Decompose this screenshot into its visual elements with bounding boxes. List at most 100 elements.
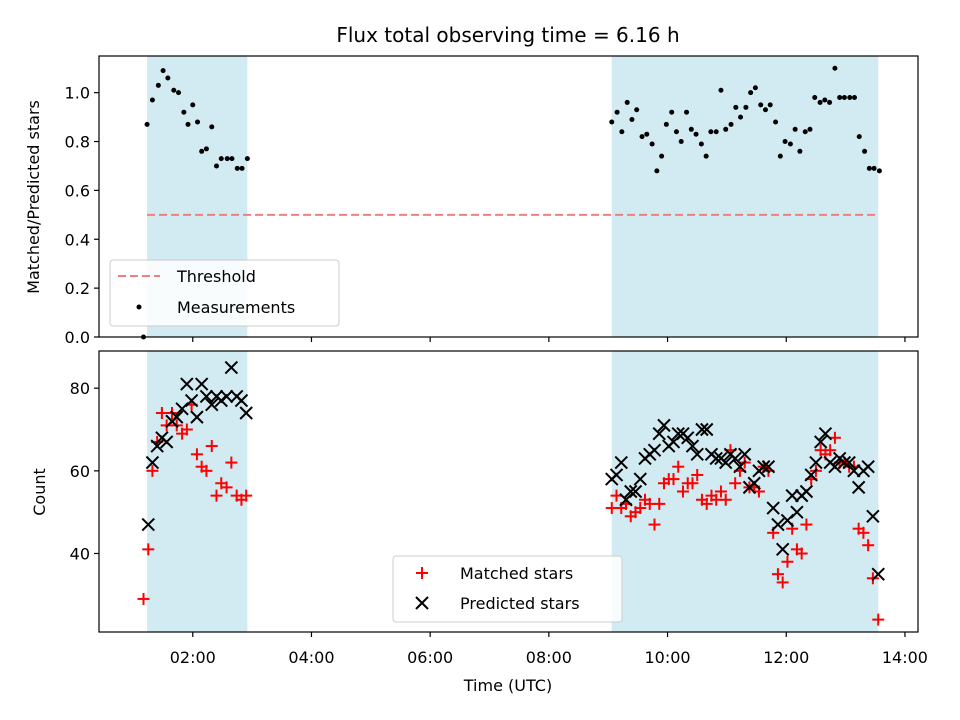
x-tick-label: 14:00: [882, 648, 928, 667]
measurement-point: [743, 104, 749, 110]
measurement-point: [229, 156, 235, 162]
matched-star-marker: [771, 568, 784, 581]
measurement-point: [777, 153, 783, 159]
bottom-y-tick-label: 80: [70, 379, 90, 398]
shaded-interval-1: [147, 351, 248, 632]
measurement-point: [847, 95, 853, 101]
predicted-star-marker: [700, 422, 714, 437]
measurement-point: [792, 126, 798, 132]
matched-star-marker: [672, 460, 685, 473]
measurement-point: [762, 107, 768, 113]
x-tick-label: 10:00: [644, 648, 690, 667]
predicted-star-marker: [647, 443, 662, 457]
measurement-point: [619, 129, 625, 135]
predicted-star-marker: [170, 410, 184, 424]
predicted-star-marker: [866, 509, 880, 524]
matched-star-marker: [240, 489, 253, 502]
measurement-point: [149, 97, 155, 103]
matched-star-marker: [872, 613, 885, 626]
matched-star-marker: [210, 489, 223, 502]
measurement-point: [195, 119, 201, 125]
predicted-star-marker: [184, 393, 199, 408]
predicted-star-marker: [624, 484, 638, 499]
measurement-point: [176, 90, 182, 96]
top-y-tick-label: 0.0: [65, 328, 90, 347]
predicted-star-marker: [224, 360, 239, 375]
legend-threshold-label: Threshold: [176, 267, 256, 286]
top-y-tick-label: 0.4: [65, 230, 90, 249]
predicted-star-marker: [842, 455, 856, 470]
predicted-star-marker: [847, 464, 861, 478]
measurement-point: [723, 126, 729, 132]
predicted-star-marker: [728, 451, 742, 466]
matched-star-marker: [205, 440, 218, 453]
measurement-point: [787, 141, 793, 147]
matched-star-marker: [155, 406, 168, 419]
predicted-star-marker: [145, 455, 160, 470]
legend-matched-label: Matched stars: [460, 564, 573, 583]
predicted-star-marker: [633, 472, 647, 486]
predicted-star-marker: [799, 484, 814, 499]
measurement-point: [654, 168, 660, 174]
top-x-ticks: [192, 337, 906, 342]
measurement-point: [214, 163, 220, 169]
predicted-star-marker: [790, 505, 804, 519]
legend-predicted-label: Predicted stars: [460, 594, 580, 613]
matched-star-marker: [795, 547, 808, 560]
predicted-star-marker: [804, 468, 818, 482]
measurement-point: [209, 124, 215, 130]
legend-measurements-swatch: [136, 304, 142, 310]
measurement-point: [203, 146, 209, 152]
predicted-star-marker: [685, 439, 700, 453]
legend-predicted-swatch: [415, 596, 429, 610]
predicted-star-marker: [737, 447, 752, 462]
predicted-star-marker: [180, 377, 194, 391]
predicted-star-marker: [671, 426, 685, 441]
measurement-point: [160, 68, 166, 74]
matched-star-marker: [180, 423, 193, 436]
predicted-star-marker: [775, 542, 790, 557]
measurement-point: [185, 121, 191, 127]
measurement-point: [866, 165, 872, 171]
measurement-point: [224, 156, 230, 162]
matched-star-marker: [776, 576, 789, 589]
matched-star-marker: [667, 473, 680, 486]
top-y-tick-label: 1.0: [65, 84, 90, 103]
predicted-star-marker: [194, 377, 209, 391]
predicted-star-marker: [695, 422, 709, 437]
predicted-star-marker: [614, 455, 628, 470]
measurement-point: [802, 129, 808, 135]
measurement-point: [629, 117, 635, 123]
x-tick-label: 12:00: [763, 648, 809, 667]
measurement-point: [841, 95, 847, 101]
matched-star-marker: [719, 493, 732, 506]
x-axis-title: Time (UTC): [463, 676, 552, 695]
predicted-star-marker: [771, 517, 785, 532]
top-shaded-intervals: [147, 56, 879, 337]
matched-star-marker: [137, 592, 150, 605]
predicted-star-marker: [861, 459, 875, 474]
measurement-point: [614, 109, 620, 115]
measurements-points: [141, 65, 882, 340]
chart-title: Flux total observing time = 6.16 h: [336, 23, 679, 47]
predicted-star-marker: [709, 451, 723, 466]
x-tick-label: 06:00: [407, 648, 453, 667]
measurement-point: [190, 102, 196, 108]
measurement-point: [812, 95, 818, 101]
matched-star-marker: [220, 481, 233, 494]
predicted-star-marker: [239, 406, 253, 420]
measurement-point: [851, 95, 857, 101]
measurement-point: [782, 139, 788, 145]
measurement-point: [659, 153, 665, 159]
top-y-tick-label: 0.8: [65, 133, 90, 152]
predicted-star-marker: [681, 431, 695, 445]
predicted-star-marker: [813, 435, 828, 449]
x-tick-label: 04:00: [288, 648, 334, 667]
top-legend: Threshold Measurements: [109, 259, 340, 327]
measurement-point: [817, 99, 823, 105]
predicted-star-marker: [219, 389, 234, 404]
measurement-point: [609, 119, 615, 125]
predicted-star-marker: [766, 501, 780, 515]
measurement-point: [728, 121, 734, 127]
matched-star-marker: [800, 518, 813, 531]
